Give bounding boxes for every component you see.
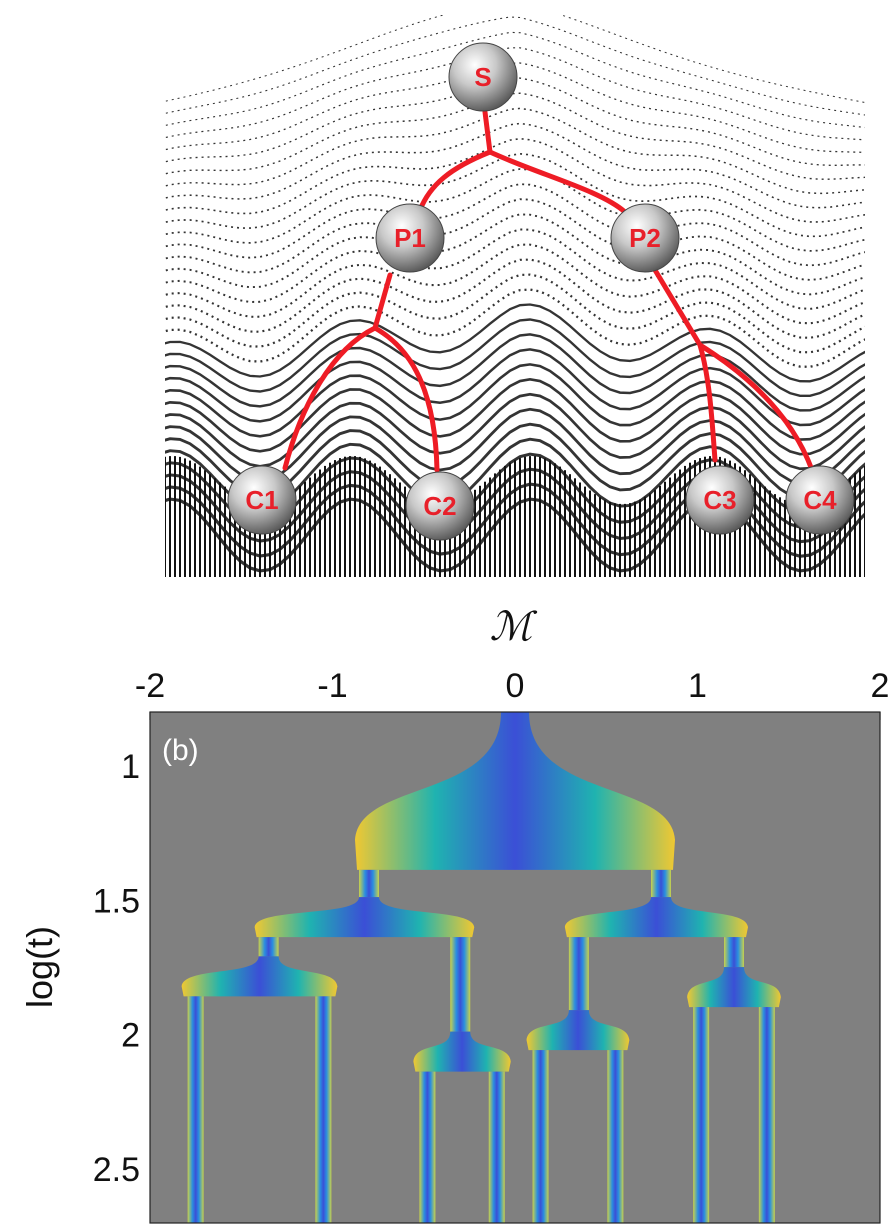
node-ball	[685, 465, 755, 535]
tree-edge-s-p2	[487, 149, 628, 215]
branch-stem	[568, 937, 589, 1011]
node-label: P2	[629, 223, 661, 253]
node-c1: C1	[227, 465, 297, 535]
node-c2: C2	[405, 471, 475, 541]
node-ball	[375, 203, 445, 273]
y-axis-label: log(t)	[19, 926, 60, 1008]
node-ball	[610, 203, 680, 273]
landscape-illustration: S P1 P2 C1 C2 C3 C4	[165, 15, 865, 577]
y-axis-ticks: 1 1.5 2 2.5	[93, 748, 158, 1189]
branch-fork	[526, 1010, 630, 1051]
landscape-line	[165, 318, 865, 397]
leaf-trace	[419, 1071, 436, 1223]
landscape-line	[165, 62, 865, 154]
node-label: C2	[423, 491, 456, 521]
branch-trunk	[355, 712, 675, 870]
node-c3: C3	[685, 465, 755, 535]
landscape-line	[165, 288, 865, 368]
tree-edge-s-p1	[417, 109, 493, 213]
x-tick-label: 2	[871, 667, 890, 705]
landscape-line	[165, 333, 865, 412]
node-label: S	[474, 62, 491, 92]
branch-stem	[450, 937, 471, 1032]
node-p1: P1	[375, 203, 445, 273]
landscape-line	[165, 47, 865, 141]
landscape-line	[165, 168, 865, 252]
node-label: C4	[803, 485, 837, 515]
node-ball	[405, 471, 475, 541]
node-label: C1	[245, 485, 278, 515]
panel-label: (b)	[162, 734, 199, 767]
node-label: C3	[703, 485, 736, 515]
landscape-contour-lines	[165, 15, 865, 577]
branch-fork	[564, 897, 748, 938]
landscape-nodes: S P1 P2 C1 C2 C3 C4	[227, 42, 855, 541]
leaf-trace	[187, 996, 204, 1223]
x-tick-label: 1	[688, 667, 707, 705]
tree-edge-p1-c2	[372, 325, 440, 473]
x-axis-ticks: -2 -1 0 1 2	[135, 667, 890, 720]
landscape-line	[165, 31, 865, 129]
landscape-line	[165, 377, 865, 456]
branch-fork	[181, 956, 338, 997]
node-ball	[448, 42, 518, 112]
landscape-line	[165, 213, 865, 296]
landscape-line	[165, 15, 865, 104]
node-label: P1	[394, 223, 426, 253]
branch-stem	[359, 869, 379, 898]
landscape-tree	[282, 109, 815, 473]
node-ball	[227, 465, 297, 535]
leaf-trace	[693, 1007, 710, 1223]
node-s: S	[448, 42, 518, 112]
branch-fork	[687, 967, 781, 1008]
node-c4: C4	[785, 465, 855, 535]
landscape-line	[165, 107, 865, 195]
branch-stem	[724, 937, 744, 968]
leaf-trace	[607, 1050, 624, 1223]
y-tick-label: 2	[121, 1017, 140, 1055]
node-p2: P2	[610, 203, 680, 273]
landscape-line	[165, 122, 865, 209]
x-axis-label: ℳ	[490, 604, 538, 650]
x-tick-label: -1	[317, 667, 347, 705]
branch-stem	[651, 869, 671, 898]
landscape-line	[165, 392, 865, 471]
branch-fork	[413, 1031, 511, 1072]
landscape-line	[165, 348, 865, 427]
leaf-trace	[532, 1050, 549, 1223]
tree-edge-p1-c1	[282, 272, 393, 471]
landscape-line	[165, 258, 865, 339]
x-tick-label: 0	[506, 667, 525, 705]
leaf-trace	[315, 996, 332, 1223]
y-tick-label: 1	[121, 748, 140, 786]
landscape-line	[165, 152, 865, 238]
heatmap-traces	[181, 712, 781, 1223]
tree-edge-p2-c4	[697, 342, 815, 473]
y-tick-label: 1.5	[93, 882, 140, 920]
landscape-line	[165, 137, 865, 223]
landscape-line	[165, 16, 865, 116]
y-tick-label: 2.5	[93, 1151, 140, 1189]
plot-frame	[149, 711, 881, 1224]
landscape-line	[165, 243, 865, 325]
landscape-line	[165, 228, 865, 310]
landscape-line	[165, 183, 865, 267]
node-ball	[785, 465, 855, 535]
landscape-line	[165, 363, 865, 441]
leaf-trace	[488, 1071, 505, 1223]
branch-fork	[254, 897, 475, 938]
leaf-trace	[758, 1007, 775, 1223]
x-tick-label: -2	[135, 667, 165, 705]
landscape-line	[165, 303, 865, 383]
landscape-line	[165, 198, 865, 281]
landscape-line	[165, 77, 865, 166]
branch-stem	[258, 937, 279, 957]
